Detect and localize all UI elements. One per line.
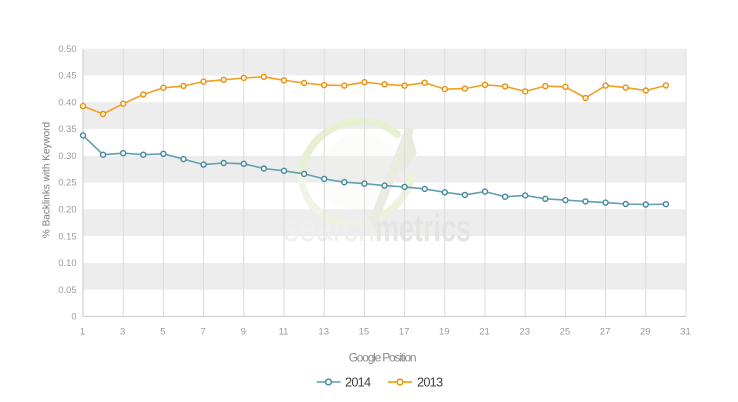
svg-text:Google Position: Google Position [349,351,416,365]
svg-text:29: 29 [640,326,651,337]
svg-text:31: 31 [680,326,691,337]
svg-text:21: 21 [479,326,490,337]
svg-text:% Backlinks with Keyword: % Backlinks with Keyword [42,122,53,238]
svg-text:3: 3 [120,326,125,337]
svg-text:2014: 2014 [345,375,371,390]
svg-text:0.45: 0.45 [58,71,76,81]
svg-text:1: 1 [80,326,85,337]
svg-text:17: 17 [399,326,410,337]
svg-text:0: 0 [71,312,76,322]
svg-text:0.05: 0.05 [58,285,76,295]
svg-text:7: 7 [200,326,205,337]
svg-text:19: 19 [439,326,450,337]
svg-text:0.30: 0.30 [58,151,76,161]
svg-text:0.25: 0.25 [58,178,76,188]
svg-text:25: 25 [560,326,571,337]
svg-text:27: 27 [600,326,611,337]
svg-text:2013: 2013 [417,375,443,390]
svg-text:15: 15 [359,326,370,337]
svg-text:13: 13 [318,326,329,337]
svg-text:0.15: 0.15 [58,231,76,241]
svg-text:9: 9 [241,326,246,337]
svg-text:0.20: 0.20 [58,205,76,215]
svg-text:23: 23 [519,326,530,337]
svg-text:0.50: 0.50 [58,44,76,54]
svg-text:search: search [284,208,375,250]
svg-text:11: 11 [279,326,289,337]
svg-text:metrics: metrics [375,208,471,250]
svg-text:0.40: 0.40 [58,97,76,107]
svg-text:0.10: 0.10 [58,258,76,268]
svg-text:5: 5 [160,326,165,337]
svg-text:0.35: 0.35 [58,124,76,134]
